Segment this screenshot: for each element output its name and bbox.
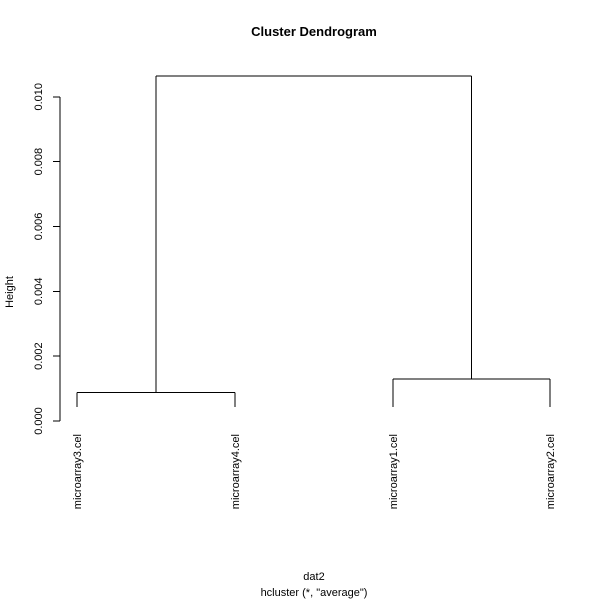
y-tick-label: 0.002 xyxy=(33,342,45,370)
leaf-label: microarray3.cel xyxy=(72,434,84,509)
leaf-labels: microarray3.cel microarray4.cel microarray… xyxy=(72,434,557,509)
merge-3 xyxy=(155,75,472,393)
y-tick-label: 0.010 xyxy=(33,83,45,111)
y-axis: 0.000 0.002 0.004 0.006 0.008 0.010 xyxy=(33,83,61,435)
leaf-label: microarray4.cel xyxy=(230,434,242,509)
y-tick-label: 0.008 xyxy=(33,148,45,176)
merge-1 xyxy=(76,391,236,407)
y-tick-label: 0.004 xyxy=(33,278,45,306)
x-axis-sublabel: hcluster (*, "average") xyxy=(261,587,368,599)
chart-title: Cluster Dendrogram xyxy=(251,24,377,39)
x-axis-label: dat2 xyxy=(303,571,324,583)
leaf-label: microarray1.cel xyxy=(388,434,400,509)
y-tick-label: 0.000 xyxy=(33,407,45,435)
y-tick-label: 0.006 xyxy=(33,213,45,241)
merge-2 xyxy=(392,378,551,407)
dendrogram-tree xyxy=(76,75,551,407)
leaf-label: microarray2.cel xyxy=(545,434,557,509)
y-axis-label: Height xyxy=(4,276,16,308)
